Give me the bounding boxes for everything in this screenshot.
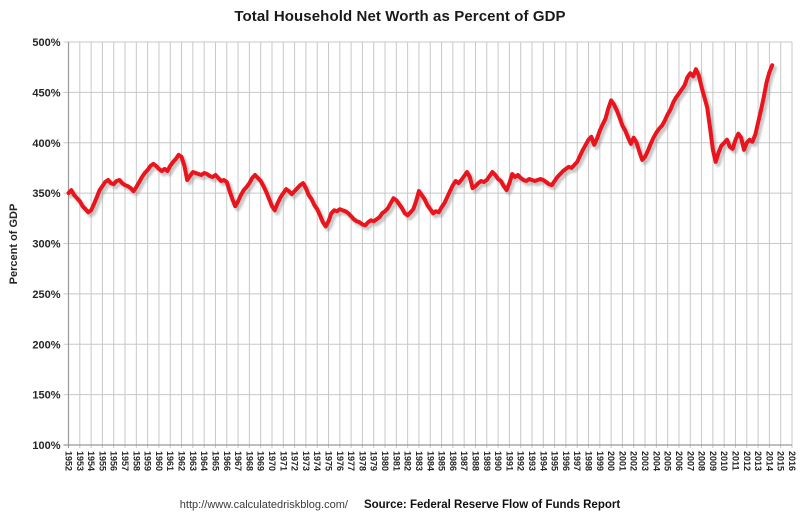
svg-text:2012: 2012 — [742, 451, 752, 471]
svg-text:2006: 2006 — [674, 451, 684, 471]
svg-text:2008: 2008 — [697, 451, 707, 471]
svg-text:1964: 1964 — [199, 451, 209, 471]
svg-text:2009: 2009 — [708, 451, 718, 471]
svg-text:1978: 1978 — [357, 451, 367, 471]
svg-text:2000: 2000 — [606, 451, 616, 471]
svg-text:500%: 500% — [32, 37, 60, 49]
svg-text:2015: 2015 — [776, 451, 786, 471]
svg-text:1966: 1966 — [222, 451, 232, 471]
svg-text:250%: 250% — [32, 289, 60, 301]
svg-text:2013: 2013 — [753, 451, 763, 471]
svg-text:1989: 1989 — [482, 451, 492, 471]
svg-text:1982: 1982 — [403, 451, 413, 471]
svg-text:1996: 1996 — [561, 451, 571, 471]
svg-text:1988: 1988 — [470, 451, 480, 471]
svg-text:1983: 1983 — [414, 451, 424, 471]
svg-text:2010: 2010 — [719, 451, 729, 471]
svg-text:1992: 1992 — [516, 451, 526, 471]
svg-text:1953: 1953 — [75, 451, 85, 471]
svg-text:150%: 150% — [32, 390, 60, 402]
svg-text:1959: 1959 — [143, 451, 153, 471]
svg-text:1997: 1997 — [572, 451, 582, 471]
svg-text:2003: 2003 — [640, 451, 650, 471]
svg-text:1967: 1967 — [233, 451, 243, 471]
svg-text:1981: 1981 — [391, 451, 401, 471]
svg-text:100%: 100% — [32, 440, 60, 452]
svg-text:1994: 1994 — [538, 451, 548, 471]
svg-text:1993: 1993 — [527, 451, 537, 471]
svg-text:1987: 1987 — [459, 451, 469, 471]
svg-text:2014: 2014 — [764, 451, 774, 471]
svg-text:1998: 1998 — [584, 451, 594, 471]
gridlines — [63, 41, 793, 448]
svg-text:400%: 400% — [32, 138, 60, 150]
svg-text:1995: 1995 — [550, 451, 560, 471]
svg-text:1977: 1977 — [346, 451, 356, 471]
axes — [63, 42, 792, 448]
svg-text:1957: 1957 — [120, 451, 130, 471]
footer-source: Source: Federal Reserve Flow of Funds Re… — [363, 499, 621, 511]
x-tick-labels: 1952 1953 1954 1955 1956 1957 1958 1959 1960 1961… — [64, 451, 798, 471]
svg-text:1962: 1962 — [177, 451, 187, 471]
svg-text:2007: 2007 — [685, 451, 695, 471]
svg-text:1958: 1958 — [131, 451, 141, 471]
svg-text:1991: 1991 — [504, 451, 514, 471]
svg-text:1961: 1961 — [165, 451, 175, 471]
svg-text:1970: 1970 — [267, 451, 277, 471]
svg-text:1965: 1965 — [210, 451, 220, 471]
svg-text:350%: 350% — [32, 188, 60, 200]
svg-text:1956: 1956 — [109, 451, 119, 471]
svg-text:2011: 2011 — [730, 451, 740, 471]
svg-text:1972: 1972 — [290, 451, 300, 471]
svg-text:1990: 1990 — [493, 451, 503, 471]
svg-text:450%: 450% — [32, 87, 60, 99]
chart-title: Total Household Net Worth as Percent of … — [234, 8, 566, 25]
svg-text:2002: 2002 — [629, 451, 639, 471]
svg-text:200%: 200% — [32, 339, 60, 351]
svg-text:1960: 1960 — [154, 451, 164, 471]
svg-text:1968: 1968 — [244, 451, 254, 471]
svg-text:1971: 1971 — [278, 451, 288, 471]
svg-text:2001: 2001 — [617, 451, 627, 471]
svg-text:1955: 1955 — [97, 451, 107, 471]
footer-url: http://www.calculatedriskblog.com/ — [179, 499, 348, 511]
svg-text:1969: 1969 — [256, 451, 266, 471]
svg-text:1979: 1979 — [369, 451, 379, 471]
y-tick-labels: 100% 150% 200% 250% 300% 350% 400% 450% 500% — [32, 37, 60, 452]
svg-text:1963: 1963 — [188, 451, 198, 471]
svg-text:1974: 1974 — [312, 451, 322, 471]
svg-text:1985: 1985 — [437, 451, 447, 471]
networth-line — [66, 63, 775, 229]
svg-text:1986: 1986 — [448, 451, 458, 471]
svg-text:1976: 1976 — [335, 451, 345, 471]
svg-text:1975: 1975 — [324, 451, 334, 471]
svg-text:1973: 1973 — [301, 451, 311, 471]
svg-text:2004: 2004 — [651, 451, 661, 471]
footer: http://www.calculatedriskblog.com/ Sourc… — [0, 499, 800, 511]
svg-text:2005: 2005 — [663, 451, 673, 471]
svg-text:300%: 300% — [32, 239, 60, 251]
svg-text:1980: 1980 — [380, 451, 390, 471]
svg-text:1954: 1954 — [86, 451, 96, 471]
svg-text:1999: 1999 — [595, 451, 605, 471]
svg-text:1952: 1952 — [64, 451, 74, 471]
svg-text:2016: 2016 — [787, 451, 797, 471]
svg-text:1984: 1984 — [425, 451, 435, 471]
